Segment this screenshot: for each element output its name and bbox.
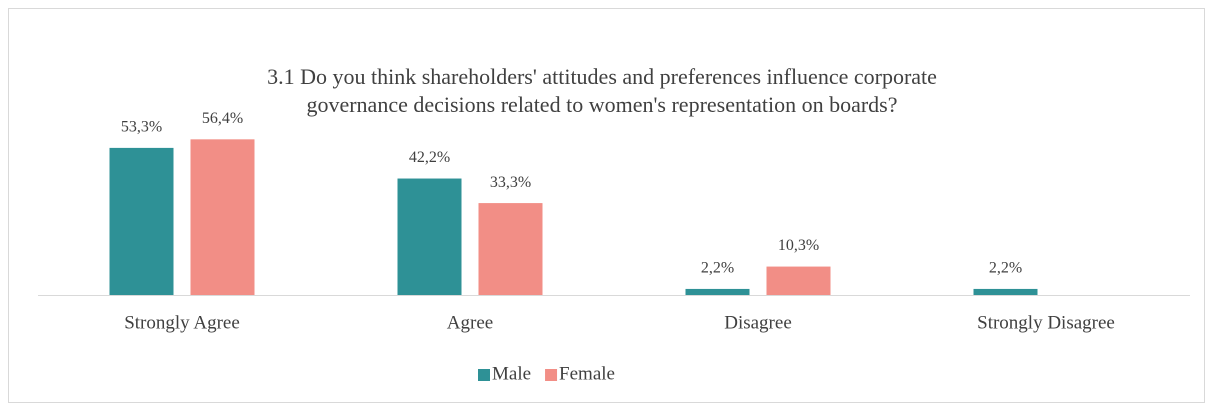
data-label: 42,2% [409,149,450,166]
x-tick-label: Strongly Disagree [977,312,1115,333]
legend-swatch [545,369,558,381]
data-label: 53,3% [121,119,162,136]
bar [397,178,462,295]
chart-title: 3.1 Do you think shareholders' attitudes… [267,64,937,89]
bar [109,147,174,295]
data-label: 2,2% [989,260,1022,277]
chart-title: governance decisions related to women's … [306,92,897,117]
bar [973,288,1038,295]
data-label: 33,3% [490,174,531,191]
bar [478,203,543,295]
legend-label: Male [492,363,531,384]
x-tick-label: Strongly Agree [124,312,240,333]
legend-swatch [478,369,490,381]
data-label: 56,4% [202,110,243,127]
x-tick-label: Agree [447,312,493,333]
legend-label: Female [559,363,615,384]
data-label: 10,3% [778,237,819,254]
bar [685,288,750,295]
x-tick-label: Disagree [724,312,792,333]
data-label: 2,2% [701,260,734,277]
bar [766,266,831,295]
bar [190,139,255,295]
